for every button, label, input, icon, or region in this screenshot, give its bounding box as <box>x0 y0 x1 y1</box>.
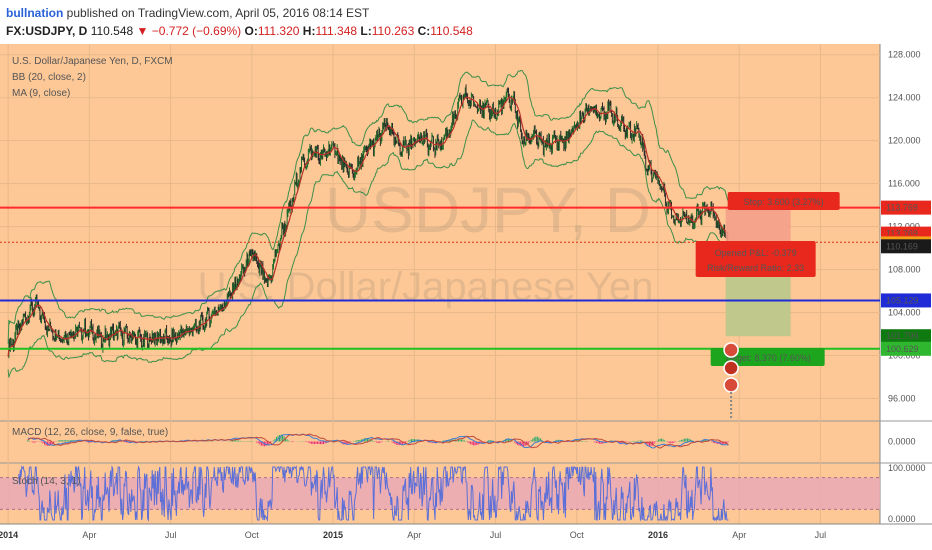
low-label: L: <box>360 24 372 38</box>
pnl-box <box>695 241 816 277</box>
date-tick-label: 2015 <box>323 530 343 540</box>
author-link[interactable]: bullnation <box>6 6 64 20</box>
stoch-line <box>18 465 729 522</box>
price-label-box <box>881 329 931 344</box>
price-label-box <box>881 200 931 215</box>
date-tick-label: Jul <box>165 530 177 540</box>
date-tick-label: Apr <box>82 530 96 540</box>
price-label: 105.129 <box>886 295 919 305</box>
date-tick-label: 2016 <box>648 530 668 540</box>
price-tick-label: 108.000 <box>888 265 921 275</box>
high-value: 111.348 <box>315 24 358 38</box>
stop-label: Stop: 3.600 (3.27%) <box>744 197 824 207</box>
publish-text: published on TradingView.com, April 05, … <box>66 6 370 20</box>
symbol-label: FX:USDJPY, D <box>6 24 88 38</box>
macd-tick: 0.0000 <box>888 437 916 447</box>
bollinger-upper <box>7 69 729 344</box>
price-label: 113.769 <box>886 203 918 213</box>
target-label-box <box>710 348 825 366</box>
change-value: ▼ −0.772 (−0.69%) <box>136 24 242 38</box>
price-tick-label: 96.000 <box>888 394 916 404</box>
target-label: Target: 8.370 (7.60%) <box>724 353 811 363</box>
low-value: 110.263 <box>371 24 415 38</box>
stop-label-box <box>727 192 840 210</box>
price-label: 101.799 <box>886 331 919 341</box>
legend-bb: BB (20, close, 2) <box>12 72 86 83</box>
stoch-label: Stoch (14, 3, 1) <box>12 476 80 487</box>
price-label-box <box>881 341 931 356</box>
date-tick-label: Apr <box>732 530 746 540</box>
date-tick-label: Oct <box>570 530 585 540</box>
last-price: 110.548 <box>90 24 134 38</box>
event-flag-icon <box>723 360 739 376</box>
price-tick-label: 116.000 <box>888 179 920 189</box>
price-tick-label: 120.000 <box>888 136 921 146</box>
watermark-name: U.S. Dollar/Japanese Yen <box>198 265 654 309</box>
price-label: 100.629 <box>886 344 919 354</box>
price-tick-label: 124.000 <box>888 93 921 103</box>
watermark-symbol: USDJPY, D <box>325 174 651 246</box>
ma-line <box>7 96 729 357</box>
signal-line <box>27 433 729 449</box>
price-tick-label: 104.000 <box>888 308 921 318</box>
open-label: O: <box>244 24 258 38</box>
stop-zone <box>725 207 791 247</box>
close-value: 110.548 <box>430 24 473 38</box>
price-axis-area <box>880 44 932 524</box>
price-tick-label: 128.000 <box>888 50 921 60</box>
stoch-tick-bottom: 0.0000 <box>888 514 916 524</box>
macd-label: MACD (12, 26, close, 9, false, true) <box>12 427 168 438</box>
publish-line: bullnation published on TradingView.com,… <box>6 6 369 20</box>
price-label: 113.769 <box>886 229 918 239</box>
header: bullnation published on TradingView.com,… <box>0 0 932 44</box>
date-tick-label: Jul <box>490 530 502 540</box>
ohlc-line: FX:USDJPY, D 110.548 ▼ −0.772 (−0.69%) O… <box>6 24 473 38</box>
rr-label: Risk/Reward Ratio: 2.33 <box>707 263 804 273</box>
date-tick-label: Oct <box>245 530 260 540</box>
date-tick-label: 2014 <box>0 530 18 540</box>
stoch-tick-top: 100.0000 <box>888 463 926 473</box>
price-label-box <box>881 239 931 254</box>
event-flag-icon <box>723 342 739 358</box>
date-tick-label: Apr <box>407 530 421 540</box>
chart-title: U.S. Dollar/Japanese Yen, D, FXCM <box>12 56 173 67</box>
high-label: H: <box>302 24 316 38</box>
legend-ma: MA (9, close) <box>12 88 70 99</box>
close-label: C: <box>417 24 431 38</box>
price-label-box <box>881 293 931 308</box>
price-label: 110.169 <box>886 241 918 251</box>
date-tick-label: Jul <box>815 530 827 540</box>
bollinger-lower <box>7 119 729 378</box>
open-value: 111.320 <box>257 24 300 38</box>
event-flag-icon <box>723 377 739 393</box>
pnl-label: Opened P&L: -0.379 <box>715 248 797 258</box>
